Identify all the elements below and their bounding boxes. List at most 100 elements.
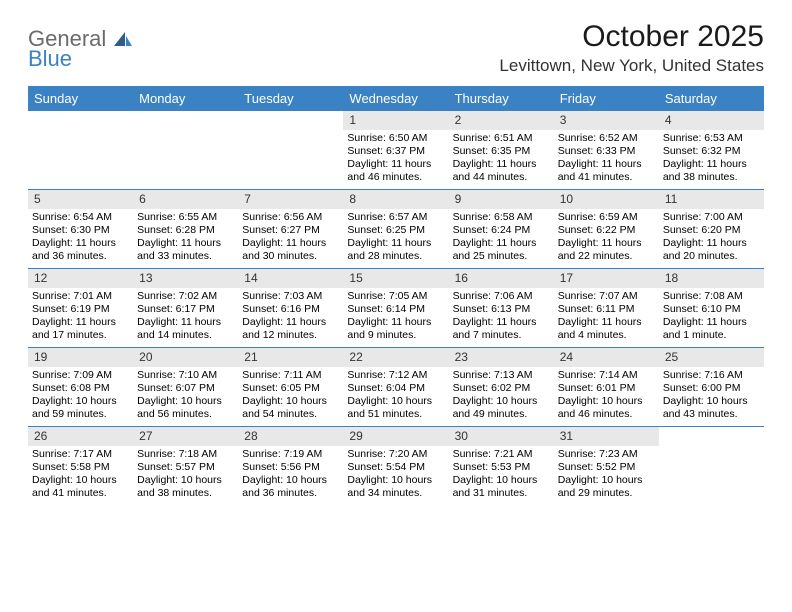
daylight-text: Daylight: 11 hours and 17 minutes. <box>32 316 129 342</box>
day-number: 19 <box>28 348 133 367</box>
sunset-text: Sunset: 6:11 PM <box>558 303 655 316</box>
day-number <box>238 111 343 130</box>
calendar-cell: 12Sunrise: 7:01 AMSunset: 6:19 PMDayligh… <box>28 269 133 347</box>
sunset-text: Sunset: 6:32 PM <box>663 145 760 158</box>
daylight-text: Daylight: 10 hours and 29 minutes. <box>558 474 655 500</box>
sunset-text: Sunset: 6:10 PM <box>663 303 760 316</box>
daylight-text: Daylight: 11 hours and 14 minutes. <box>137 316 234 342</box>
day-number: 24 <box>554 348 659 367</box>
daylight-text: Daylight: 11 hours and 46 minutes. <box>347 158 444 184</box>
calendar-cell: 1Sunrise: 6:50 AMSunset: 6:37 PMDaylight… <box>343 111 448 189</box>
daylight-text: Daylight: 10 hours and 49 minutes. <box>453 395 550 421</box>
page-header: General Blue October 2025 Levittown, New… <box>28 20 764 76</box>
sunrise-text: Sunrise: 6:51 AM <box>453 132 550 145</box>
day-number: 2 <box>449 111 554 130</box>
calendar-cell <box>238 111 343 189</box>
calendar-cell: 30Sunrise: 7:21 AMSunset: 5:53 PMDayligh… <box>449 427 554 505</box>
day-number: 21 <box>238 348 343 367</box>
daylight-text: Daylight: 11 hours and 28 minutes. <box>347 237 444 263</box>
daylight-text: Daylight: 11 hours and 4 minutes. <box>558 316 655 342</box>
calendar-cell: 13Sunrise: 7:02 AMSunset: 6:17 PMDayligh… <box>133 269 238 347</box>
logo-part2: Blue <box>28 48 132 70</box>
calendar-cell: 8 Sunrise: 6:57 AMSunset: 6:25 PMDaylight… <box>343 190 448 268</box>
daylight-text: Daylight: 10 hours and 51 minutes. <box>347 395 444 421</box>
calendar-cell: 29 Sunrise: 7:20 AMSunset: 5:54 PMDayligh… <box>343 427 448 505</box>
calendar-cell: 5Sunrise: 6:54 AMSunset: 6:30 PMDaylight… <box>28 190 133 268</box>
sunrise-text: Sunrise: 6:55 AM <box>137 211 234 224</box>
calendar-cell: 7Sunrise: 6:56 AMSunset: 6:27 PMDaylight… <box>238 190 343 268</box>
daylight-text: Daylight: 10 hours and 34 minutes. <box>347 474 444 500</box>
calendar-cell: 9Sunrise: 6:58 AMSunset: 6:24 PMDaylight… <box>449 190 554 268</box>
day-number: 29 <box>343 427 448 446</box>
daylight-text: Daylight: 11 hours and 36 minutes. <box>32 237 129 263</box>
day-number: 23 <box>449 348 554 367</box>
daylight-text: Daylight: 11 hours and 41 minutes. <box>558 158 655 184</box>
day-number: 26 <box>28 427 133 446</box>
sunset-text: Sunset: 6:33 PM <box>558 145 655 158</box>
sunrise-text: Sunrise: 7:16 AM <box>663 369 760 382</box>
sunset-text: Sunset: 6:07 PM <box>137 382 234 395</box>
sunrise-text: Sunrise: 6:52 AM <box>558 132 655 145</box>
sunrise-text: Sunrise: 6:58 AM <box>453 211 550 224</box>
week-row: 5Sunrise: 6:54 AMSunset: 6:30 PMDaylight… <box>28 190 764 269</box>
sunset-text: Sunset: 6:37 PM <box>347 145 444 158</box>
calendar-cell: 6Sunrise: 6:55 AMSunset: 6:28 PMDaylight… <box>133 190 238 268</box>
sunrise-text: Sunrise: 7:20 AM <box>347 448 444 461</box>
daylight-text: Daylight: 10 hours and 54 minutes. <box>242 395 339 421</box>
calendar-cell: 28Sunrise: 7:19 AMSunset: 5:56 PMDayligh… <box>238 427 343 505</box>
day-number: 17 <box>554 269 659 288</box>
daylight-text: Daylight: 10 hours and 36 minutes. <box>242 474 339 500</box>
sunrise-text: Sunrise: 7:07 AM <box>558 290 655 303</box>
calendar-cell: 14 Sunrise: 7:03 AMSunset: 6:16 PMDayligh… <box>238 269 343 347</box>
sunrise-text: Sunrise: 7:10 AM <box>137 369 234 382</box>
week-row: 26Sunrise: 7:17 AMSunset: 5:58 PMDayligh… <box>28 427 764 505</box>
sunset-text: Sunset: 6:25 PM <box>347 224 444 237</box>
sunrise-text: Sunrise: 7:09 AM <box>32 369 129 382</box>
daylight-text: Daylight: 11 hours and 12 minutes. <box>242 316 339 342</box>
calendar-cell: 31Sunrise: 7:23 AMSunset: 5:52 PMDayligh… <box>554 427 659 505</box>
calendar-cell: 18Sunrise: 7:08 AMSunset: 6:10 PMDayligh… <box>659 269 764 347</box>
day-number: 18 <box>659 269 764 288</box>
calendar-cell: 27Sunrise: 7:18 AMSunset: 5:57 PMDayligh… <box>133 427 238 505</box>
daylight-text: Daylight: 11 hours and 9 minutes. <box>347 316 444 342</box>
sunrise-text: Sunrise: 7:03 AM <box>242 290 339 303</box>
daylight-text: Daylight: 11 hours and 7 minutes. <box>453 316 550 342</box>
day-number: 31 <box>554 427 659 446</box>
sunrise-text: Sunrise: 7:05 AM <box>347 290 444 303</box>
daylight-text: Daylight: 11 hours and 20 minutes. <box>663 237 760 263</box>
sunset-text: Sunset: 5:54 PM <box>347 461 444 474</box>
sunset-text: Sunset: 6:00 PM <box>663 382 760 395</box>
day-header: Monday <box>133 86 238 111</box>
logo-sail-icon <box>114 30 132 46</box>
daylight-text: Daylight: 10 hours and 46 minutes. <box>558 395 655 421</box>
calendar-cell: 23Sunrise: 7:13 AMSunset: 6:02 PMDayligh… <box>449 348 554 426</box>
day-header: Sunday <box>28 86 133 111</box>
day-header: Thursday <box>449 86 554 111</box>
calendar-cell: 20Sunrise: 7:10 AMSunset: 6:07 PMDayligh… <box>133 348 238 426</box>
day-number: 7 <box>238 190 343 209</box>
calendar-cell: 21Sunrise: 7:11 AMSunset: 6:05 PMDayligh… <box>238 348 343 426</box>
logo-text: General Blue <box>28 28 132 70</box>
day-number: 14 <box>238 269 343 288</box>
calendar-cell: 26Sunrise: 7:17 AMSunset: 5:58 PMDayligh… <box>28 427 133 505</box>
sunrise-text: Sunrise: 6:54 AM <box>32 211 129 224</box>
calendar-cell: 4Sunrise: 6:53 AMSunset: 6:32 PMDaylight… <box>659 111 764 189</box>
sunrise-text: Sunrise: 7:11 AM <box>242 369 339 382</box>
day-number: 8 <box>343 190 448 209</box>
sunrise-text: Sunrise: 6:57 AM <box>347 211 444 224</box>
daylight-text: Daylight: 11 hours and 38 minutes. <box>663 158 760 184</box>
sunrise-text: Sunrise: 6:53 AM <box>663 132 760 145</box>
week-row: 19Sunrise: 7:09 AMSunset: 6:08 PMDayligh… <box>28 348 764 427</box>
daylight-text: Daylight: 10 hours and 56 minutes. <box>137 395 234 421</box>
day-number: 3 <box>554 111 659 130</box>
calendar-cell: 11Sunrise: 7:00 AMSunset: 6:20 PMDayligh… <box>659 190 764 268</box>
sunrise-text: Sunrise: 7:12 AM <box>347 369 444 382</box>
sunrise-text: Sunrise: 7:00 AM <box>663 211 760 224</box>
calendar-cell: 10Sunrise: 6:59 AMSunset: 6:22 PMDayligh… <box>554 190 659 268</box>
sunrise-text: Sunrise: 6:59 AM <box>558 211 655 224</box>
sunset-text: Sunset: 6:16 PM <box>242 303 339 316</box>
day-number: 22 <box>343 348 448 367</box>
sunrise-text: Sunrise: 7:06 AM <box>453 290 550 303</box>
week-row: 12Sunrise: 7:01 AMSunset: 6:19 PMDayligh… <box>28 269 764 348</box>
sunset-text: Sunset: 5:57 PM <box>137 461 234 474</box>
